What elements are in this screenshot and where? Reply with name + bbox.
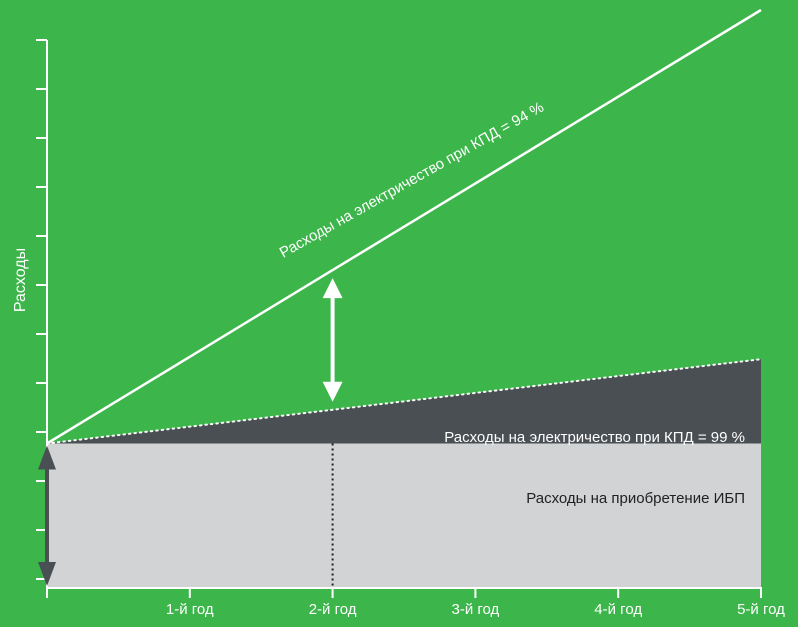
x-tick-label: 1-й год	[166, 601, 214, 618]
x-tick-label: 5-й год	[737, 601, 785, 618]
purchase-area	[47, 443, 761, 588]
purchase-arrow-head-up	[38, 445, 56, 470]
purchase-arrow-head-down	[38, 562, 56, 586]
x-tick-label: 3-й год	[452, 601, 500, 618]
electricity-94-label: Расходы на электричество при КПД = 94 %	[277, 99, 547, 262]
electricity-99-line	[46, 358, 762, 445]
electricity-94-line	[46, 8, 762, 445]
x-tick-label: 4-й год	[594, 601, 642, 618]
difference-arrow-head-down	[322, 381, 343, 402]
difference-arrow-head-up	[322, 278, 343, 299]
y-axis-label: Расходы	[12, 248, 29, 312]
electricity-99-label: Расходы на электричество при КПД = 99 %	[444, 429, 745, 446]
purchase-label: Расходы на приобретение ИБП	[526, 490, 745, 507]
plot-area: 1-й год 2-й год 3-й год 4-й год 5-й год Расхо…	[36, 8, 785, 618]
x-tick-label: 2-й год	[309, 601, 357, 618]
